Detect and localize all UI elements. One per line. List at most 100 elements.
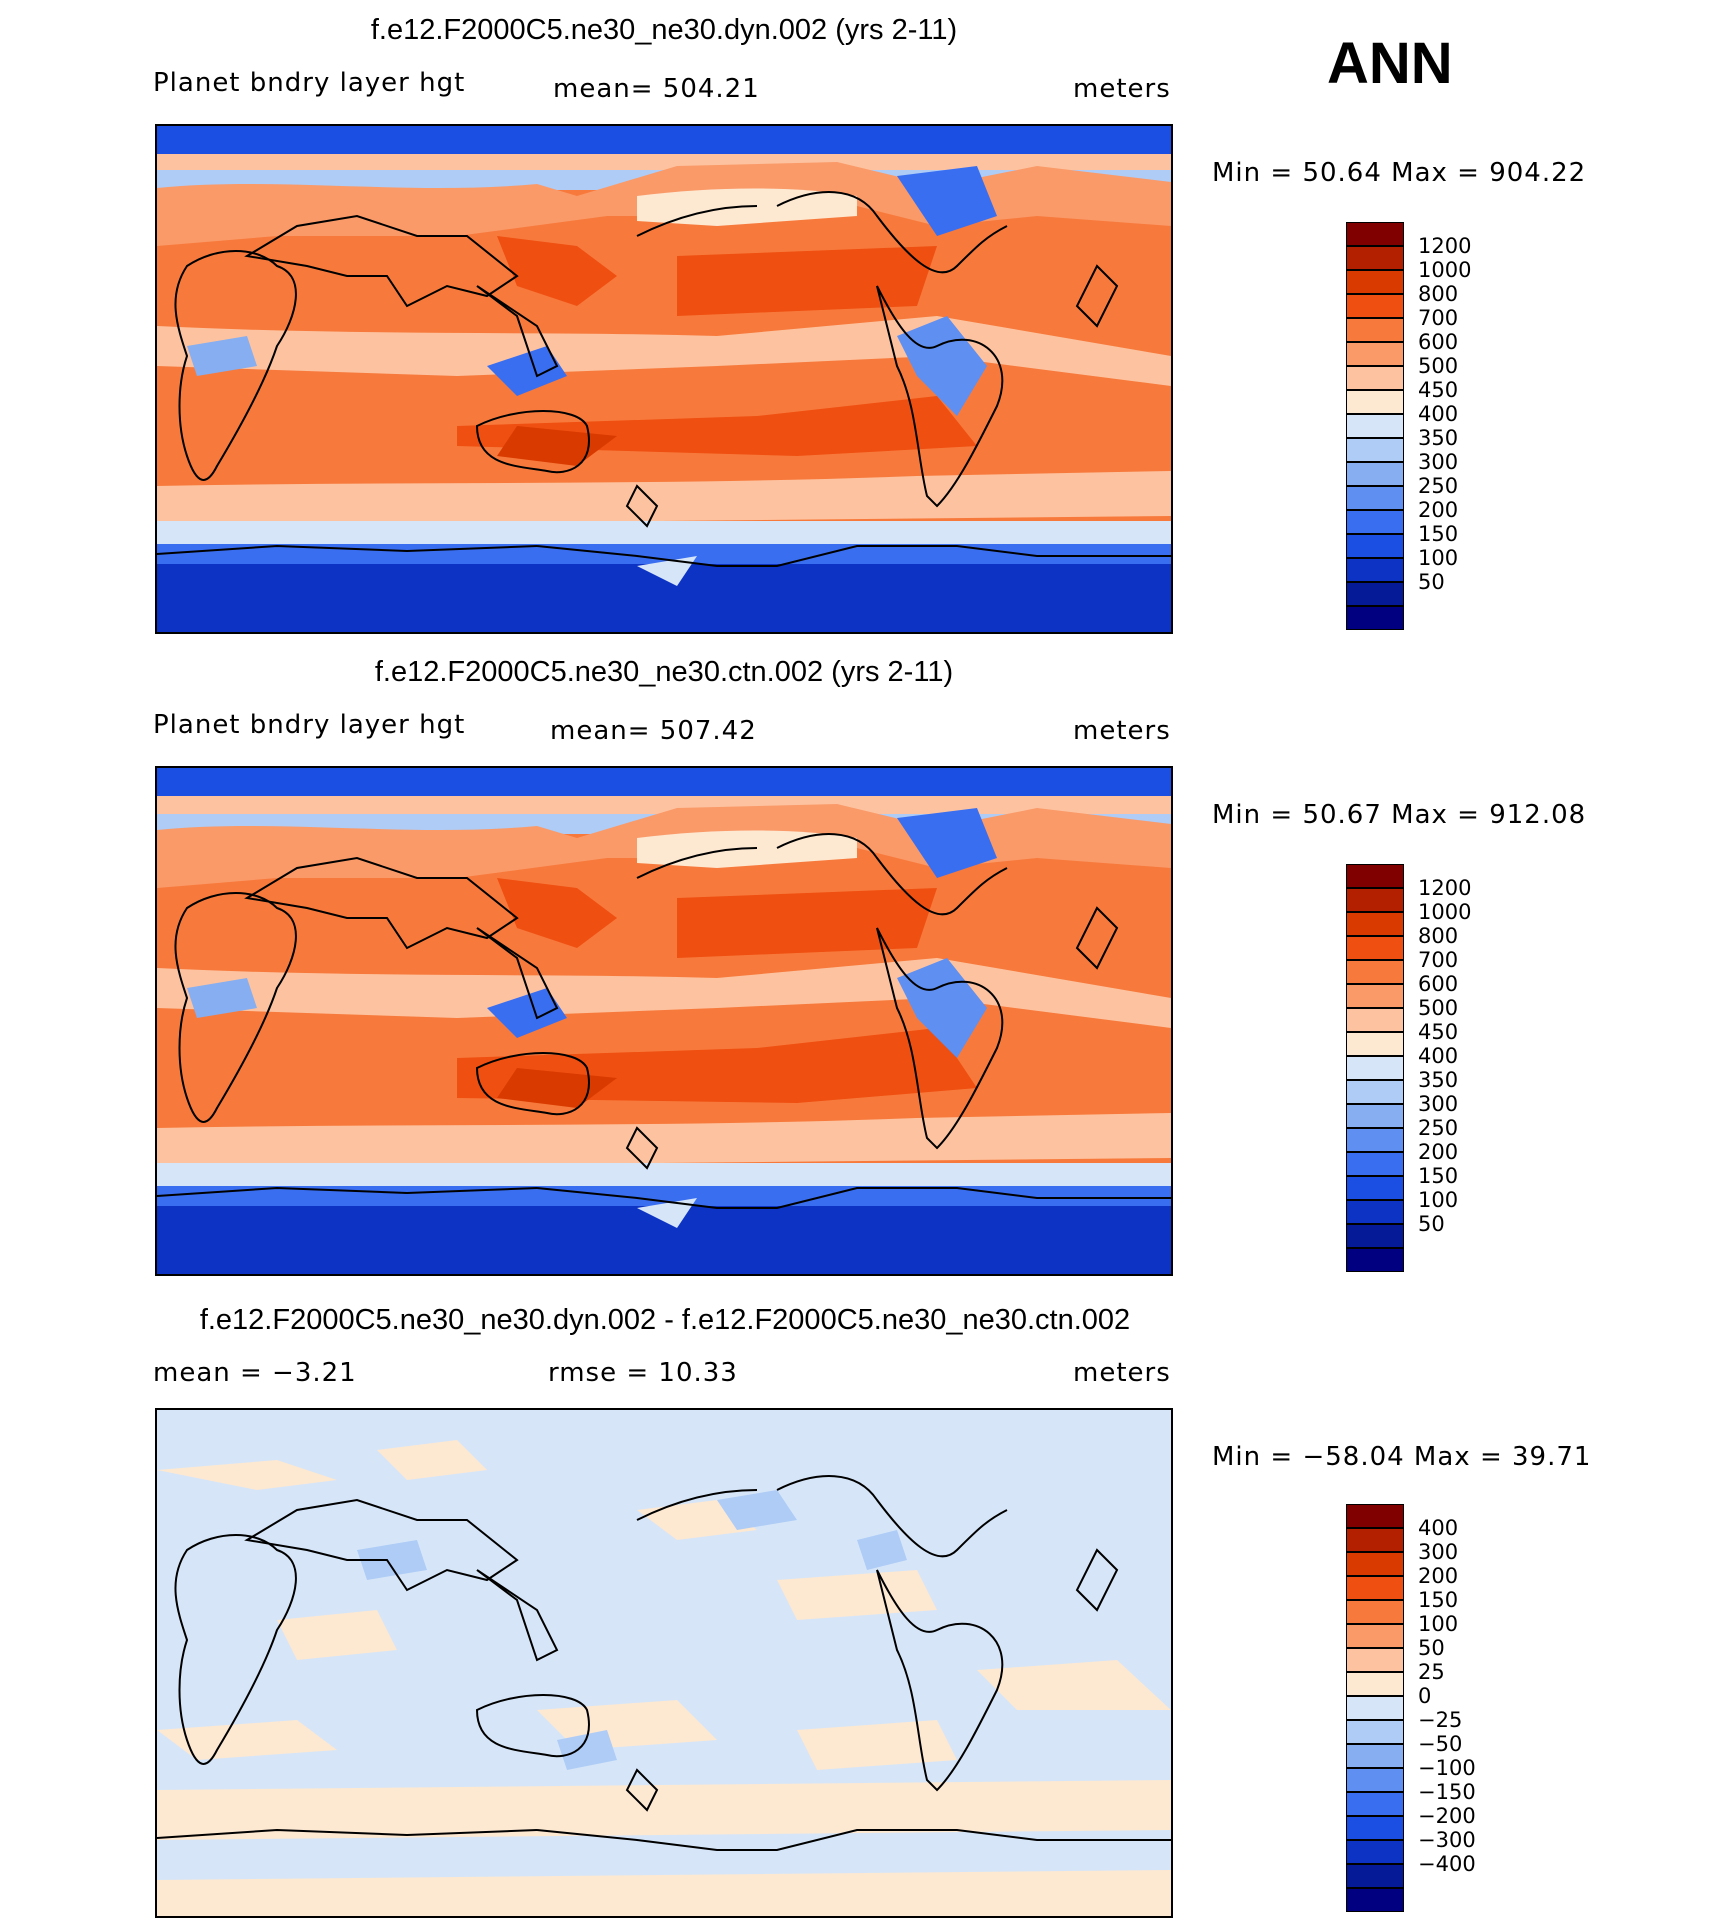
colorbar-abs-label: 700	[1418, 948, 1459, 972]
colorbar-abs-label: 1200	[1418, 876, 1472, 900]
panel-2-field	[157, 768, 1171, 1274]
colorbar-abs-label: 450	[1418, 1020, 1459, 1044]
colorbar-abs-label: 600	[1418, 972, 1459, 996]
colorbar-diff-swatch	[1346, 1864, 1404, 1888]
panel-3-minmax: Min = −58.04 Max = 39.71	[1212, 1442, 1592, 1472]
colorbar-diff-swatch	[1346, 1552, 1404, 1576]
colorbar-diff-swatch	[1346, 1528, 1404, 1552]
colorbar-abs-swatch	[1346, 270, 1404, 294]
colorbar-abs-swatch	[1346, 222, 1404, 246]
colorbar-abs-swatch	[1346, 1080, 1404, 1104]
panel-1-colorbar	[1346, 222, 1406, 630]
colorbar-diff-swatch	[1346, 1768, 1404, 1792]
colorbar-diff-label: −100	[1418, 1756, 1476, 1780]
colorbar-abs-swatch	[1346, 390, 1404, 414]
colorbar-abs-label: 250	[1418, 474, 1459, 498]
colorbar-abs-swatch	[1346, 510, 1404, 534]
colorbar-abs-swatch	[1346, 1032, 1404, 1056]
colorbar-abs-swatch	[1346, 414, 1404, 438]
colorbar-abs-swatch	[1346, 462, 1404, 486]
colorbar-abs-label: 350	[1418, 1068, 1459, 1092]
colorbar-abs-swatch	[1346, 558, 1404, 582]
colorbar-abs-label: 300	[1418, 450, 1459, 474]
panel-1-units: meters	[1073, 74, 1171, 104]
colorbar-abs-label: 50	[1418, 1212, 1445, 1236]
colorbar-abs-swatch	[1346, 294, 1404, 318]
colorbar-diff-label: 200	[1418, 1564, 1459, 1588]
colorbar-abs-label: 200	[1418, 1140, 1459, 1164]
colorbar-abs-swatch	[1346, 1224, 1404, 1248]
colorbar-diff-label: 300	[1418, 1540, 1459, 1564]
colorbar-abs-label: 400	[1418, 1044, 1459, 1068]
colorbar-abs-label: 150	[1418, 522, 1459, 546]
colorbar-diff-swatch	[1346, 1696, 1404, 1720]
colorbar-diff-label: 0	[1418, 1684, 1432, 1708]
colorbar-diff-swatch	[1346, 1816, 1404, 1840]
colorbar-abs-label: 400	[1418, 402, 1459, 426]
colorbar-diff-label: −300	[1418, 1828, 1476, 1852]
colorbar-diff-label: 400	[1418, 1516, 1459, 1540]
colorbar-abs-label: 1000	[1418, 900, 1472, 924]
colorbar-abs-label: 450	[1418, 378, 1459, 402]
colorbar-abs-label: 200	[1418, 498, 1459, 522]
colorbar-diff-label: −25	[1418, 1708, 1463, 1732]
season-label: ANN	[1327, 31, 1453, 96]
colorbar-abs-label: 50	[1418, 570, 1445, 594]
panel-3-map	[155, 1408, 1173, 1918]
panel-1-variable: Planet bndry layer hgt	[153, 68, 466, 98]
panel-2-map	[155, 766, 1173, 1276]
colorbar-diff-label: 100	[1418, 1612, 1459, 1636]
panel-1-minmax: Min = 50.64 Max = 904.22	[1212, 158, 1587, 188]
colorbar-diff-label: −400	[1418, 1852, 1476, 1876]
colorbar-diff-swatch	[1346, 1504, 1404, 1528]
colorbar-diff-swatch	[1346, 1888, 1404, 1912]
colorbar-diff-label: 25	[1418, 1660, 1445, 1684]
colorbar-diff-swatch	[1346, 1648, 1404, 1672]
colorbar-abs-swatch	[1346, 1008, 1404, 1032]
panel-3-units: meters	[1073, 1358, 1171, 1388]
colorbar-abs-label: 500	[1418, 996, 1459, 1020]
panel-3-field	[157, 1410, 1171, 1916]
colorbar-abs-swatch	[1346, 1104, 1404, 1128]
panel-2-minmax: Min = 50.67 Max = 912.08	[1212, 800, 1587, 830]
colorbar-diff-label: −50	[1418, 1732, 1463, 1756]
colorbar-abs-swatch	[1346, 864, 1404, 888]
colorbar-diff-swatch	[1346, 1792, 1404, 1816]
colorbar-diff-swatch	[1346, 1600, 1404, 1624]
colorbar-abs-swatch	[1346, 342, 1404, 366]
colorbar-abs-swatch	[1346, 936, 1404, 960]
panel-2-mean: mean= 507.42	[550, 716, 757, 746]
panel-2-title: f.e12.F2000C5.ne30_ne30.ctn.002 (yrs 2-1…	[374, 656, 954, 688]
colorbar-diff-swatch	[1346, 1720, 1404, 1744]
colorbar-abs-label: 500	[1418, 354, 1459, 378]
colorbar-diff-swatch	[1346, 1840, 1404, 1864]
panel-1-map	[155, 124, 1173, 634]
colorbar-abs-label: 800	[1418, 924, 1459, 948]
colorbar-abs-label: 600	[1418, 330, 1459, 354]
colorbar-diff-label: 50	[1418, 1636, 1445, 1660]
colorbar-abs-swatch	[1346, 1128, 1404, 1152]
panel-2-units: meters	[1073, 716, 1171, 746]
colorbar-abs-label: 800	[1418, 282, 1459, 306]
colorbar-diff-swatch	[1346, 1624, 1404, 1648]
panel-3-colorbar	[1346, 1504, 1406, 1912]
colorbar-abs-swatch	[1346, 1200, 1404, 1224]
colorbar-abs-swatch	[1346, 534, 1404, 558]
colorbar-abs-swatch	[1346, 1248, 1404, 1272]
colorbar-abs-swatch	[1346, 366, 1404, 390]
colorbar-abs-swatch	[1346, 960, 1404, 984]
colorbar-abs-swatch	[1346, 438, 1404, 462]
colorbar-abs-swatch	[1346, 606, 1404, 630]
colorbar-diff-label: −150	[1418, 1780, 1476, 1804]
colorbar-abs-swatch	[1346, 246, 1404, 270]
colorbar-abs-label: 250	[1418, 1116, 1459, 1140]
colorbar-abs-label: 700	[1418, 306, 1459, 330]
colorbar-abs-label: 1000	[1418, 258, 1472, 282]
panel-3-mean: mean = −3.21	[153, 1358, 357, 1388]
colorbar-diff-label: 150	[1418, 1588, 1459, 1612]
colorbar-abs-swatch	[1346, 912, 1404, 936]
colorbar-abs-swatch	[1346, 582, 1404, 606]
colorbar-abs-swatch	[1346, 1176, 1404, 1200]
colorbar-abs-label: 350	[1418, 426, 1459, 450]
panel-3-rmse: rmse = 10.33	[548, 1358, 738, 1388]
